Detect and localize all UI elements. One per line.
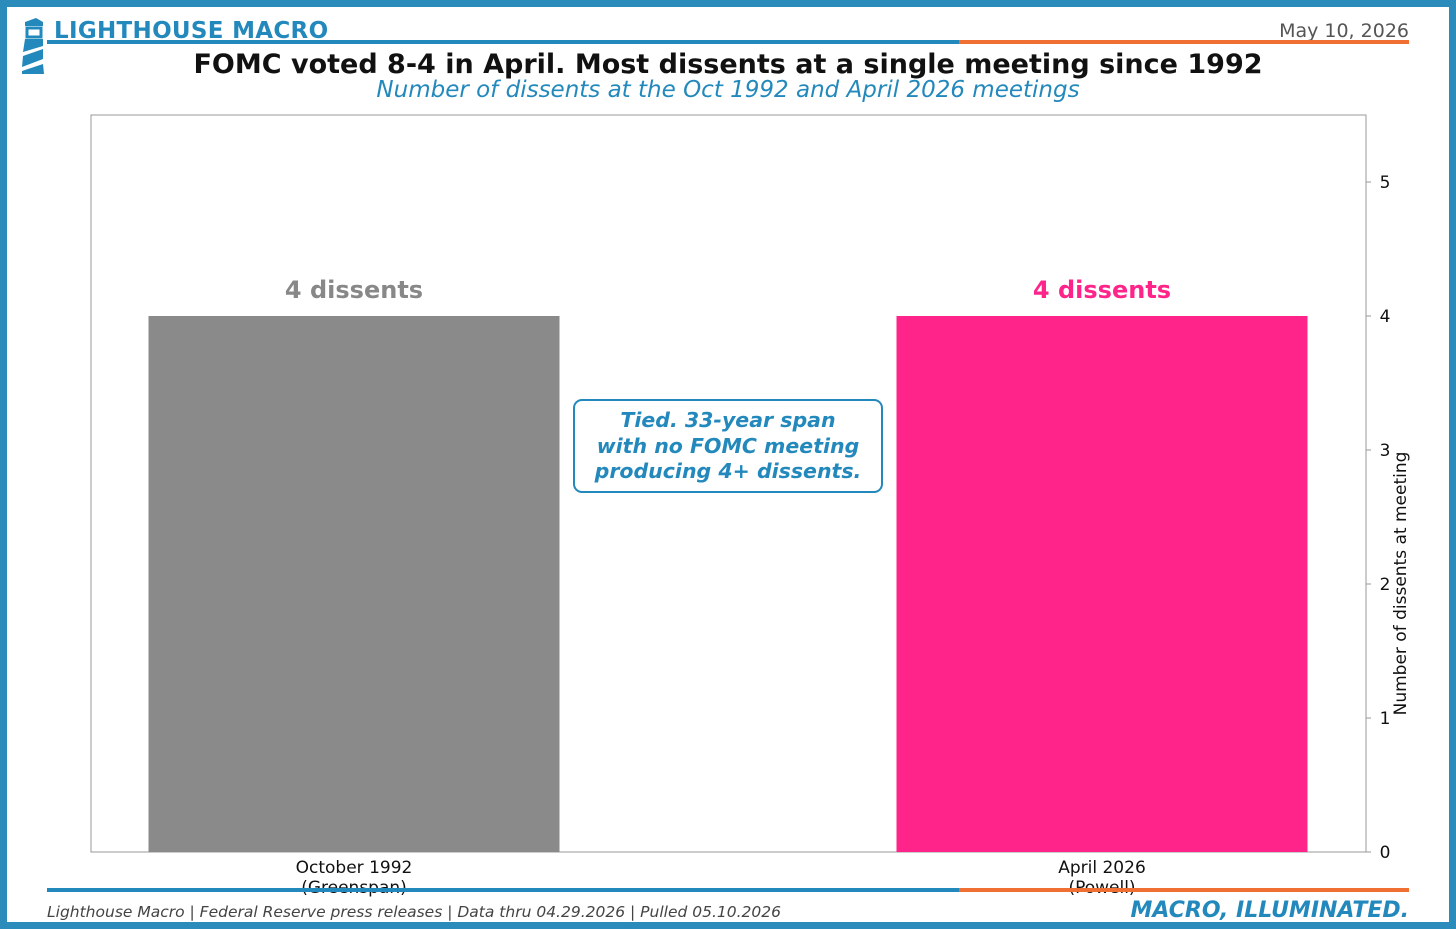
- y-axis-label: Number of dissents at meeting: [1391, 452, 1411, 716]
- y-tick-label-4: 4: [1380, 307, 1391, 327]
- chart-subtitle: Number of dissents at the Oct 1992 and A…: [376, 77, 1080, 103]
- y-tick-label-1: 1: [1380, 709, 1391, 729]
- brand-name: LIGHTHOUSE MACRO: [54, 18, 329, 44]
- annotation-line-2: with no FOMC meeting: [596, 433, 860, 458]
- plot-area: [90, 114, 1367, 853]
- y-tick-label-2: 2: [1380, 575, 1391, 595]
- header-rule-orange: [959, 40, 1409, 44]
- footer-rule-blue: [47, 888, 959, 892]
- chart-title: FOMC voted 8-4 in April. Most dissents a…: [193, 49, 1263, 80]
- annotation-line-1: Tied. 33-year span: [620, 408, 836, 432]
- publish-date: May 10, 2026: [1279, 20, 1409, 42]
- y-tick-label-5: 5: [1380, 173, 1391, 193]
- tagline: MACRO, ILLUMINATED.: [1130, 898, 1409, 923]
- bar-1: [148, 316, 560, 852]
- x-tick-label-1-line-1: October 1992: [296, 858, 413, 878]
- x-tick-label-2-line-1: April 2026: [1058, 858, 1146, 878]
- source-note: Lighthouse Macro | Federal Reserve press…: [47, 903, 781, 921]
- footer-rule-orange: [959, 888, 1409, 892]
- bar-2: [896, 316, 1308, 852]
- header-rule-blue: [47, 40, 959, 44]
- y-tick-label-0: 0: [1380, 843, 1391, 863]
- annotation-box: Tied. 33-year span with no FOMC meeting …: [573, 399, 883, 493]
- data-label-2: 4 dissents: [1033, 276, 1171, 304]
- annotation-line-3: producing 4+ dissents.: [594, 459, 862, 483]
- lighthouse-icon: [22, 18, 44, 74]
- y-tick-label-3: 3: [1380, 441, 1391, 461]
- data-label-1: 4 dissents: [285, 276, 423, 304]
